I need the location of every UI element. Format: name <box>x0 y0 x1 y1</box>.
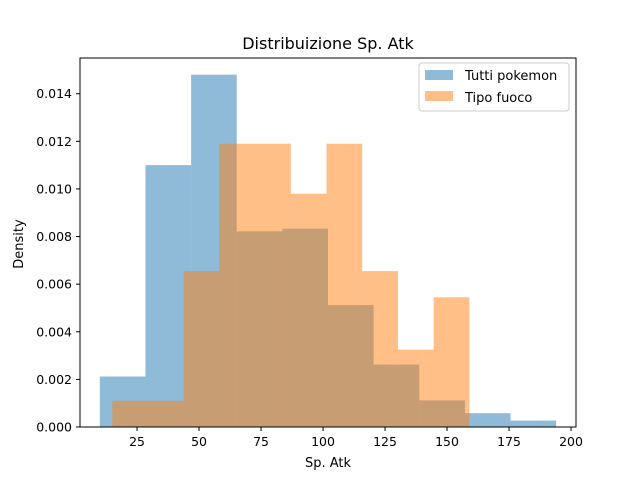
plot-frame <box>79 57 577 428</box>
x-axis-label: Sp. Atk <box>305 456 352 471</box>
legend: Tutti pokemon Tipo fuoco <box>418 62 570 112</box>
bar-tipo-fuoco-9 <box>433 297 470 427</box>
bar-tipo-fuoco-7 <box>362 271 398 427</box>
bar-tutti-pokemon-9 <box>510 420 557 427</box>
bars-layer <box>99 74 557 427</box>
x-tick-label-25: 25 <box>129 434 145 449</box>
bar-tipo-fuoco-1 <box>147 400 184 427</box>
y-tick-label-3: 0.006 <box>36 277 72 292</box>
bar-tutti-pokemon-8 <box>464 413 511 427</box>
chart-title: Distribuizione Sp. Atk <box>242 34 414 53</box>
x-tick-label-75: 75 <box>253 434 269 449</box>
legend-label-tipo-fuoco: Tipo fuoco <box>464 91 532 106</box>
x-tick-label-50: 50 <box>191 434 207 449</box>
y-axis-label: Density <box>12 219 27 269</box>
y-tick-label-6: 0.012 <box>36 134 72 149</box>
legend-swatch-tipo-fuoco <box>425 91 453 101</box>
x-tick-label-100: 100 <box>311 434 335 449</box>
bar-tipo-fuoco-5 <box>290 193 327 427</box>
y-tick-label-5: 0.010 <box>36 181 72 196</box>
legend-label-tutti-pokemon: Tutti pokemon <box>464 69 557 84</box>
axes-layer: 25 50 75 100 125 150 175 200 0.000 0.002 0.004 0.00… <box>36 57 583 449</box>
bar-tutti-pokemon-1 <box>145 165 192 427</box>
legend-frame <box>418 62 570 112</box>
y-tick-label-0: 0.000 <box>36 420 72 435</box>
x-tick-label-200: 200 <box>559 434 583 449</box>
bar-tipo-fuoco-0 <box>112 400 148 427</box>
bar-tipo-fuoco-2 <box>183 271 220 427</box>
y-tick-label-1: 0.002 <box>36 372 72 387</box>
x-tick-label-125: 125 <box>373 434 397 449</box>
bar-tipo-fuoco-8 <box>397 349 434 427</box>
bar-tipo-fuoco-4 <box>255 143 291 427</box>
bar-tipo-fuoco-6 <box>326 143 363 427</box>
x-tick-label-150: 150 <box>435 434 459 449</box>
x-tick-label-175: 175 <box>497 434 521 449</box>
y-tick-label-4: 0.008 <box>36 229 72 244</box>
y-tick-label-2: 0.004 <box>36 324 72 339</box>
y-tick-label-7: 0.014 <box>36 86 72 101</box>
legend-swatch-tutti-pokemon <box>425 70 453 80</box>
bar-tipo-fuoco-3 <box>219 143 256 427</box>
